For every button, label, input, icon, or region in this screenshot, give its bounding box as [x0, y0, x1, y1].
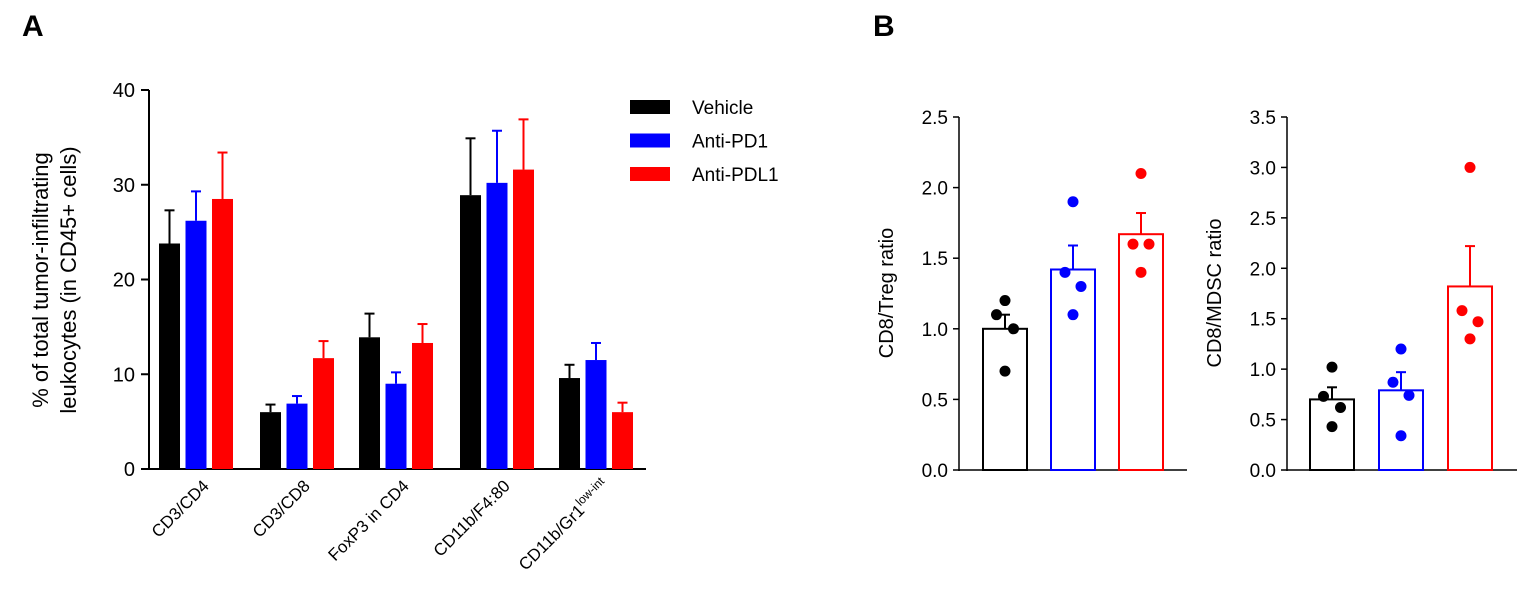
ytick-label: 0.0	[922, 461, 948, 482]
data-point	[1403, 389, 1415, 401]
ytick-label: 3.0	[1250, 158, 1276, 179]
bar-anti-pdl1	[513, 169, 534, 469]
ytick-label: 2.5	[1250, 209, 1276, 230]
bar-vehicle	[1309, 398, 1355, 471]
data-point	[991, 309, 1002, 321]
bar-vehicle	[159, 243, 180, 469]
ytick-label: 1.0	[922, 320, 948, 341]
panel-a-xtick-label: CD11b/Gr1low-int	[513, 474, 613, 574]
data-point	[1143, 238, 1155, 250]
ytick-label: 0.5	[1250, 411, 1276, 432]
ytick-label: 2.5	[922, 108, 948, 129]
panel-b-left-ylabel: CD8/Treg ratio	[876, 228, 898, 358]
bar-anti-pdl1	[1447, 285, 1493, 471]
legend-label: Anti-PD1	[692, 132, 768, 153]
bar-anti-pdl1	[212, 198, 233, 469]
ytick-label: 1.0	[1250, 360, 1276, 381]
panel-a-ylabel-line1: % of total tumor-infiltrating	[28, 152, 53, 408]
bar-anti-pdl1	[1118, 233, 1164, 471]
panel-a-ytick-label: 10	[113, 364, 135, 386]
bar-anti-pdl1	[313, 358, 334, 469]
ytick-label: 1.5	[922, 249, 948, 270]
bar-anti-pd1	[585, 360, 607, 469]
data-point	[1326, 361, 1338, 373]
data-point	[1318, 390, 1329, 402]
superscript: low-int	[573, 474, 608, 509]
bar-anti-pd1	[1378, 389, 1424, 471]
data-point	[999, 295, 1011, 307]
panel-a-xtick-label: CD3/CD4	[148, 476, 213, 541]
panel-a-ytick-label: 30	[113, 175, 135, 197]
bar-anti-pdl1	[612, 412, 633, 469]
bar-vehicle	[559, 378, 580, 469]
legend-swatch	[630, 100, 670, 114]
panel-a-ytick-label: 0	[124, 459, 135, 481]
bar-anti-pd1	[1050, 268, 1096, 471]
legend-swatch	[630, 133, 670, 148]
data-point	[1059, 266, 1071, 278]
data-point	[1075, 280, 1087, 292]
panel-b-right-ylabel: CD8/MDSC ratio	[1204, 219, 1226, 368]
panel-label-b: B	[873, 10, 895, 43]
data-point	[1387, 376, 1399, 388]
data-point	[1464, 333, 1476, 345]
ytick-label: 0.0	[1250, 461, 1276, 482]
data-point	[1326, 421, 1338, 433]
bar-anti-pd1	[385, 383, 407, 469]
legend-label: Vehicle	[692, 98, 753, 119]
panel-a-ytick-label: 20	[113, 270, 135, 292]
bar-vehicle	[260, 412, 281, 469]
data-point	[1456, 305, 1468, 317]
panel-a-xtick-label: CD3/CD8	[249, 476, 314, 541]
bar-vehicle	[359, 337, 380, 469]
bar-anti-pd1	[185, 220, 207, 469]
bar-anti-pdl1	[412, 342, 433, 469]
data-point	[1395, 430, 1407, 442]
ytick-label: 0.5	[922, 390, 948, 411]
data-point	[1067, 309, 1079, 321]
data-point	[999, 365, 1011, 377]
panel-label-a: A	[22, 10, 44, 43]
data-point	[1464, 161, 1476, 173]
ytick-label: 2.0	[922, 179, 948, 200]
panel-a-ylabel-line2: leukocytes (in CD45+ cells)	[56, 146, 81, 413]
data-point	[1395, 343, 1407, 355]
panel-a-xtick-label: CD11b/F4:80	[430, 476, 514, 560]
bar-anti-pd1	[286, 403, 308, 469]
data-point	[1127, 238, 1139, 250]
bar-vehicle	[460, 195, 481, 470]
panel-a-ytick-label: 40	[113, 80, 135, 102]
ytick-label: 3.5	[1250, 108, 1276, 129]
bar-vehicle	[982, 327, 1028, 471]
legend-swatch	[630, 167, 670, 181]
ytick-label: 1.5	[1250, 310, 1276, 331]
data-point	[1135, 167, 1147, 179]
legend-label: Anti-PDL1	[692, 165, 779, 186]
data-point	[1008, 323, 1019, 335]
bar-anti-pd1	[486, 182, 508, 470]
data-point	[1135, 266, 1147, 278]
data-point	[1335, 401, 1346, 413]
panel-a-xtick-label: FoxP3 in CD4	[325, 476, 413, 564]
data-point	[1067, 196, 1079, 208]
data-point	[1472, 316, 1484, 328]
ytick-label: 2.0	[1250, 259, 1276, 280]
